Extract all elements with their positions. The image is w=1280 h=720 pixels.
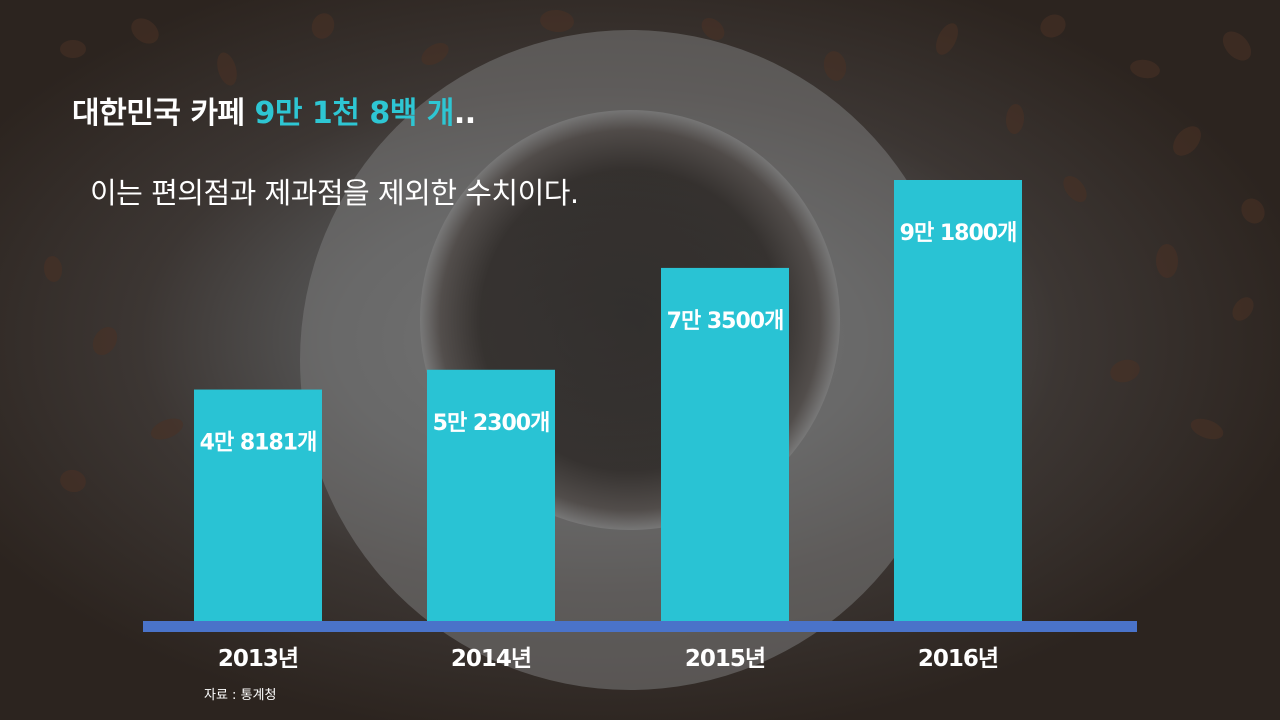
category-label: 2013년 bbox=[218, 646, 298, 672]
data-label: 9만 1800개 bbox=[900, 221, 1017, 246]
bar-2016년 bbox=[894, 180, 1022, 621]
data-label: 4만 8181개 bbox=[200, 431, 317, 456]
bar-2013년 bbox=[194, 389, 322, 621]
bar-2015년 bbox=[661, 267, 789, 621]
source-note: 자료 : 통계청 bbox=[204, 688, 277, 703]
category-label: 2016년 bbox=[918, 646, 998, 672]
coffee-bean bbox=[60, 40, 86, 58]
headline: 대한민국 카페 9만 1천 8백 개.. bbox=[72, 88, 476, 132]
category-label: 2014년 bbox=[451, 646, 531, 672]
bar-2014년 bbox=[427, 369, 555, 621]
x-axis-baseline bbox=[143, 621, 1137, 632]
headline-highlight: 9만 1천 8백 개 bbox=[254, 96, 455, 131]
category-label: 2015년 bbox=[685, 646, 765, 672]
headline-suffix: .. bbox=[453, 96, 476, 131]
subtitle: 이는 편의점과 제과점을 제외한 수치이다. bbox=[90, 176, 579, 210]
headline-prefix: 대한민국 카페 bbox=[72, 96, 255, 131]
data-label: 5만 2300개 bbox=[433, 411, 550, 436]
data-label: 7만 3500개 bbox=[667, 309, 784, 334]
